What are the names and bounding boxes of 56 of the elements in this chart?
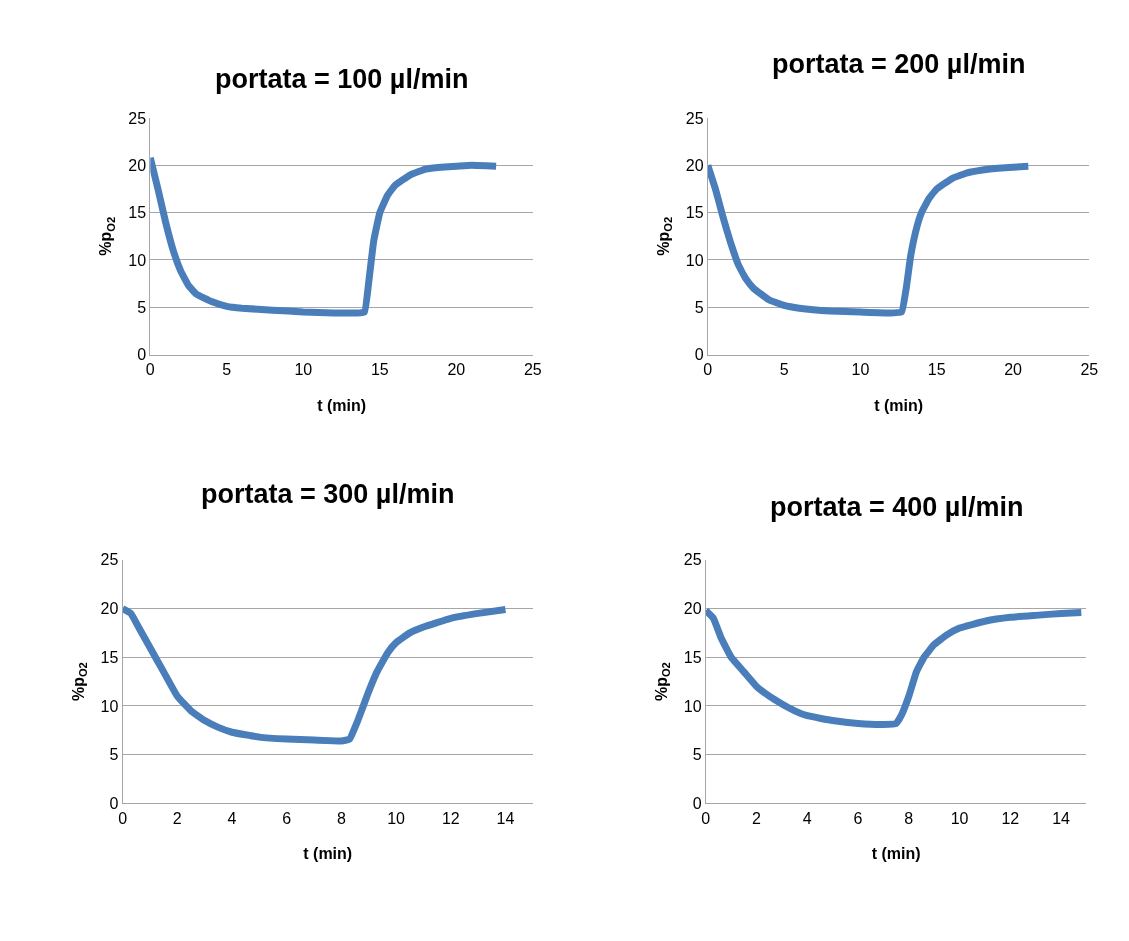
x-axis-title: t (min)	[874, 396, 924, 414]
y-tick-label: 0	[137, 346, 147, 364]
y-tick-label: 10	[100, 697, 119, 715]
x-axis-title: t (min)	[303, 845, 353, 863]
x-tick-label: 5	[779, 360, 789, 378]
y-tick-label: 10	[685, 251, 704, 269]
chart-title: portata = 200 µl/min	[772, 49, 1026, 79]
y-tick-label: 20	[128, 156, 147, 174]
x-tick-label: 25	[1080, 360, 1099, 378]
x-tick-label: 15	[927, 360, 946, 378]
x-tick-label: 12	[1001, 809, 1020, 827]
x-tick-label: 10	[387, 809, 406, 827]
chart-title: portata = 100 µl/min	[215, 64, 469, 94]
x-tick-label: 10	[950, 809, 969, 827]
x-tick-label: 6	[853, 809, 863, 827]
y-tick-label: 25	[683, 551, 702, 569]
y-tick-label: 20	[683, 600, 702, 618]
chart-title: portata = 400 µl/min	[770, 492, 1024, 522]
y-tick-label: 5	[137, 298, 147, 316]
y-tick-label: 0	[692, 794, 702, 812]
y-tick-label: 25	[100, 551, 119, 569]
y-tick-label: 10	[683, 697, 702, 715]
y-tick-label: 5	[692, 746, 702, 764]
x-tick-label: 4	[227, 809, 237, 827]
y-tick-label: 10	[128, 251, 147, 269]
y-tick-label: 0	[109, 794, 119, 812]
x-tick-label: 10	[851, 360, 870, 378]
y-tick-label: 20	[100, 600, 119, 618]
chart-title: portata = 300 µl/min	[201, 479, 455, 509]
x-axis-title: t (min)	[871, 845, 921, 863]
y-tick-label: 20	[685, 156, 704, 174]
x-tick-label: 14	[1052, 809, 1071, 827]
x-tick-label: 15	[370, 360, 389, 378]
x-tick-label: 8	[904, 809, 914, 827]
y-tick-label: 25	[685, 109, 704, 127]
y-tick-label: 15	[683, 648, 702, 666]
x-tick-label: 2	[752, 809, 762, 827]
y-tick-label: 5	[109, 746, 119, 764]
y-tick-label: 15	[685, 204, 704, 222]
y-tick-label: 0	[694, 346, 704, 364]
x-tick-label: 6	[282, 809, 292, 827]
y-tick-label: 5	[694, 298, 704, 316]
x-tick-label: 8	[336, 809, 346, 827]
x-tick-label: 20	[1004, 360, 1023, 378]
x-tick-label: 10	[294, 360, 313, 378]
x-axis-title: t (min)	[317, 396, 367, 414]
x-tick-label: 25	[523, 360, 542, 378]
x-tick-label: 2	[172, 809, 182, 827]
x-tick-label: 4	[802, 809, 812, 827]
x-tick-label: 12	[441, 809, 460, 827]
x-tick-label: 5	[222, 360, 232, 378]
y-tick-label: 15	[100, 648, 119, 666]
y-tick-label: 15	[128, 204, 147, 222]
x-tick-label: 20	[447, 360, 466, 378]
y-tick-label: 25	[128, 109, 147, 127]
x-tick-label: 14	[496, 809, 515, 827]
